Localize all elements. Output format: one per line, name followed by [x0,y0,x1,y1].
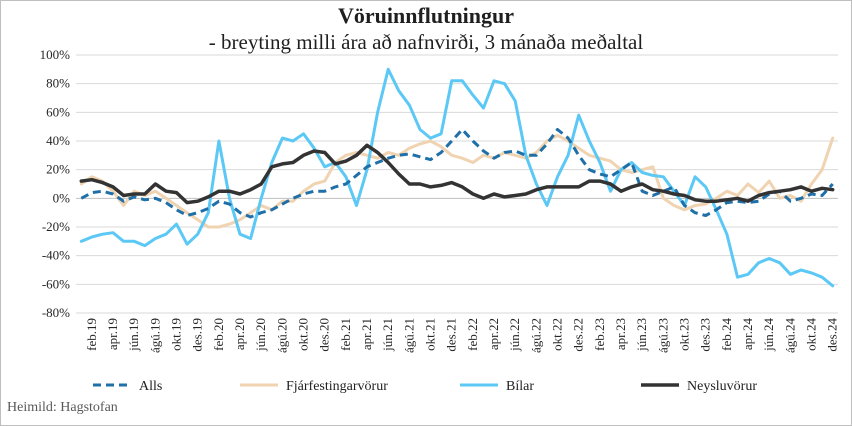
x-tick-label: apr.20 [232,318,247,350]
x-tick-label: feb.23 [592,318,607,351]
x-tick-label: ágú.22 [528,318,543,353]
legend: Alls Fjárfestingarvörur Bílar Neysluvörur [93,379,757,394]
series-line-neysluvörur [79,143,835,205]
x-tick-label: apr.22 [486,318,501,350]
x-axis-ticks: feb.19 apr.19 jún.19 ágú.19 okt.19 des.19 feb.… [84,318,840,354]
x-tick-label: ágú.21 [401,318,416,353]
y-tick-label: 40% [46,133,70,148]
legend-label: Fjárfestingarvörur [286,379,388,394]
x-tick-label: jún.24 [761,318,776,352]
y-tick-label: -60% [42,276,70,291]
y-tick-label: 80% [46,76,70,91]
x-tick-label: okt.22 [550,318,565,351]
x-tick-label: apr.21 [359,318,374,350]
series-line-bílar [79,67,835,288]
legend-label: Bílar [506,379,534,394]
x-tick-label: feb.20 [211,318,226,351]
x-tick-label: des.22 [571,318,586,352]
x-tick-label: des.23 [698,318,713,352]
x-tick-label: des.24 [825,318,840,352]
y-tick-label: -80% [42,305,70,320]
x-tick-label: ágú.23 [655,318,670,353]
legend-label: Neysluvörur [687,379,757,394]
x-tick-label: feb.22 [465,318,480,351]
legend-label: Alls [139,379,162,394]
chart-subtitle: - breyting milli ára að nafnvirði, 3 mán… [208,30,644,54]
x-tick-label: feb.24 [719,318,734,351]
y-tick-label: 20% [46,162,70,177]
series-line-alls [80,128,834,219]
x-tick-label: okt.20 [296,318,311,351]
x-tick-label: apr.23 [613,318,628,350]
x-tick-label: feb.21 [338,318,353,351]
y-tick-label: -40% [42,248,70,263]
y-axis-ticks: 100% 80% 60% 40% 20% 0% -20% -40% -60% -80% [40,47,71,320]
x-tick-label: des.21 [444,318,459,352]
x-tick-label: jún.20 [253,318,268,352]
y-tick-label: 100% [40,47,71,62]
x-tick-label: des.19 [190,318,205,352]
x-tick-label: okt.19 [169,318,184,351]
y-tick-label: 60% [46,104,70,119]
series-line-fjárfestingarvörur [79,133,835,229]
x-tick-label: okt.23 [677,318,692,351]
gridlines [76,54,838,314]
source-note: Heimild: Hagstofan [7,400,118,415]
x-tick-label: apr.19 [105,318,120,350]
x-tick-label: jún.22 [507,318,522,352]
x-tick-label: des.20 [317,318,332,352]
x-tick-label: ágú.20 [274,318,289,353]
series-lines [79,67,835,288]
x-tick-label: jún.23 [634,318,649,352]
x-tick-label: okt.21 [423,318,438,351]
x-tick-label: feb.19 [84,318,99,351]
x-tick-label: apr.24 [740,318,755,351]
x-tick-label: okt.24 [804,318,819,351]
chart-title: Vöruinnflutningur [337,3,515,28]
x-tick-label: ágú.24 [782,318,797,354]
x-tick-label: jún.19 [126,318,141,352]
x-tick-label: ágú.19 [147,318,162,353]
y-tick-label: 0% [53,190,71,205]
y-tick-label: -20% [42,219,70,234]
x-tick-label: jún.21 [380,318,395,352]
